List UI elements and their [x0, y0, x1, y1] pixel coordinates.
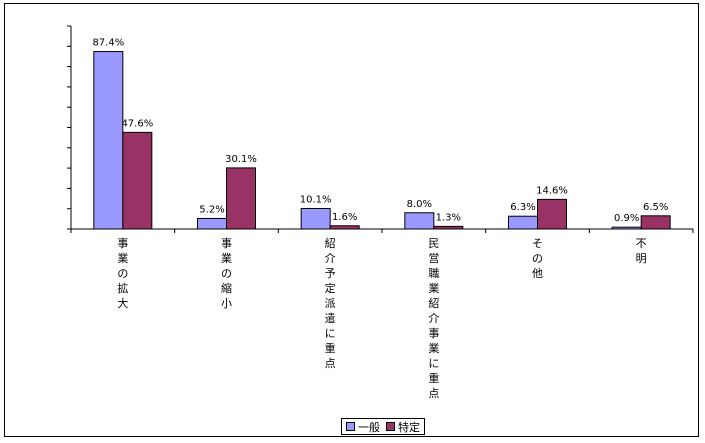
- chart-frame: 87.4% 47.6% 事業の拡大 5.2% 30.1% 事業の縮小 10.1% 1.6% 紹介…: [4, 3, 699, 437]
- bar-2-6: [640, 215, 671, 230]
- category-label: 民営職業紹介事業に重点: [428, 237, 439, 400]
- bar-2-2: [226, 167, 256, 230]
- category-label: 紹介予定派遣に重点: [325, 237, 336, 370]
- data-label: 10.1%: [300, 194, 332, 205]
- data-label: 1.3%: [436, 212, 461, 223]
- data-label: 8.0%: [407, 199, 432, 210]
- bar-1-3: [300, 207, 331, 230]
- category-label: 事業の拡大: [117, 237, 128, 310]
- bar-2-1: [122, 131, 153, 230]
- legend-label-series-2: 特定: [398, 420, 420, 434]
- legend: 一般 特定: [341, 418, 425, 435]
- bar-1-4: [404, 212, 435, 230]
- data-label: 1.6%: [332, 212, 357, 223]
- data-label: 47.6%: [121, 118, 153, 129]
- data-label: 6.5%: [643, 202, 668, 213]
- category-label: 事業の縮小: [221, 237, 232, 310]
- legend-swatch-series-2: [386, 422, 395, 431]
- category-label: その他: [532, 237, 543, 280]
- data-label: 0.9%: [614, 213, 639, 224]
- bar-chart: 87.4% 47.6% 事業の拡大 5.2% 30.1% 事業の縮小 10.1%1.6% 紹介…: [67, 25, 694, 400]
- bar-1-5: [508, 215, 538, 230]
- bar-1-1: [93, 51, 124, 230]
- data-label: 30.1%: [225, 154, 257, 165]
- legend-item-series-1: 一般: [346, 419, 380, 435]
- bar-2-4: [433, 225, 464, 230]
- bar-1-2: [197, 217, 227, 230]
- bar-2-5: [537, 198, 567, 230]
- data-label: 6.3%: [510, 202, 535, 213]
- category-label: 不明: [636, 237, 647, 265]
- bar-1-6: [611, 226, 642, 230]
- legend-swatch-series-1: [346, 422, 355, 431]
- legend-item-series-2: 特定: [386, 419, 420, 435]
- bar-2-3: [329, 225, 360, 230]
- data-label: 87.4%: [92, 38, 124, 49]
- data-label: 5.2%: [199, 204, 224, 215]
- legend-label-series-1: 一般: [358, 420, 380, 434]
- data-label: 14.6%: [536, 185, 568, 196]
